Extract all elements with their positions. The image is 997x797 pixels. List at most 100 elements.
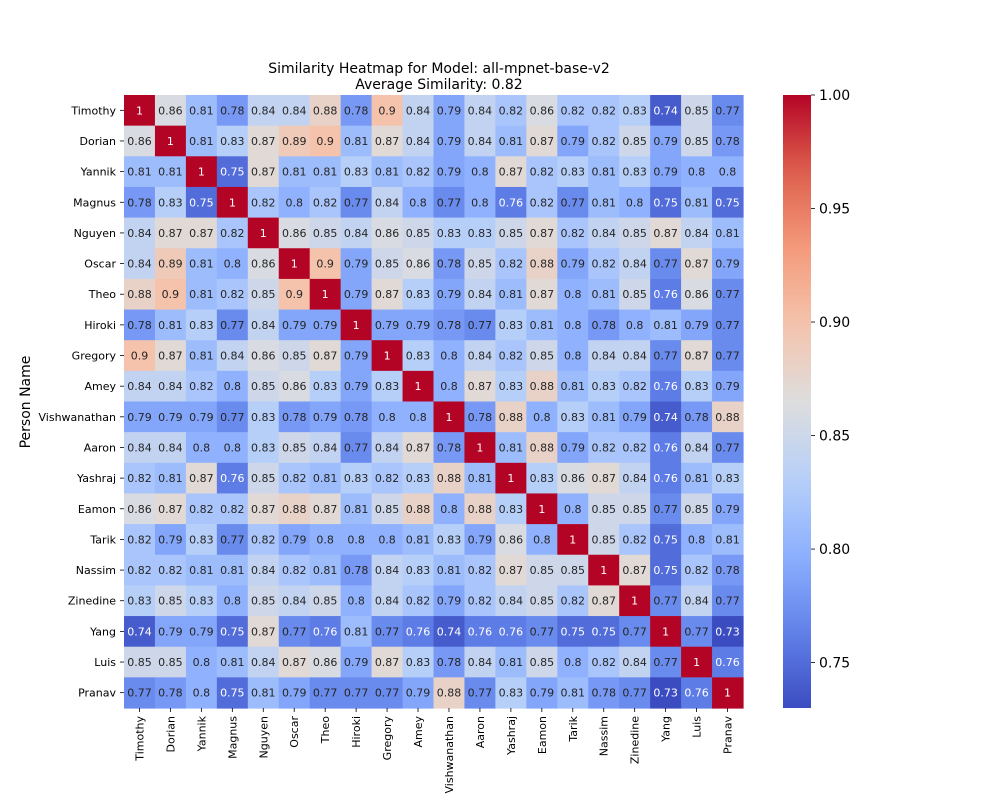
heatmap-cell <box>526 401 558 433</box>
heatmap-cell <box>216 125 249 157</box>
cell-value-label: 0.79 <box>715 380 740 393</box>
cell-value-label: 0.83 <box>158 196 183 209</box>
cell-value-label: 0.8 <box>719 166 737 179</box>
cell-value-label: 0.75 <box>653 564 678 577</box>
cell-value-label: 1 <box>693 656 700 669</box>
cell-value-label: 0.79 <box>406 319 431 332</box>
heatmap-cell <box>340 462 373 495</box>
heatmap-cell <box>433 646 466 678</box>
heatmap-cell <box>185 493 218 525</box>
heatmap-cell <box>495 370 527 403</box>
cell-value-label: 0.86 <box>282 227 307 240</box>
heatmap-cell <box>185 554 218 586</box>
heatmap-cell <box>433 370 466 403</box>
cell-value-label: 0.83 <box>251 411 276 424</box>
heatmap-cell <box>154 646 187 678</box>
heatmap-cell <box>619 462 651 495</box>
colorbar-tick-label: 0.95 <box>819 202 850 218</box>
cell-value-label: 0.79 <box>344 656 369 669</box>
heatmap-cell <box>526 677 558 709</box>
cell-value-label: 0.86 <box>127 135 152 148</box>
cell-value-label: 0.75 <box>189 196 214 209</box>
cell-value-label: 0.84 <box>158 380 183 393</box>
cell-value-label: 0.77 <box>220 411 245 424</box>
cell-value-label: 0.84 <box>468 656 493 669</box>
cell-value-label: 0.75 <box>220 625 245 638</box>
cell-value-label: 0.85 <box>406 227 431 240</box>
cell-value-label: 0.89 <box>158 258 183 271</box>
x-tick-label: Yannik <box>195 715 208 752</box>
cell-value-label: 0.87 <box>282 656 307 669</box>
heatmap-cell <box>124 493 156 525</box>
cell-value-label: 0.87 <box>684 350 709 363</box>
cell-value-label: 0.83 <box>406 656 431 669</box>
cell-value-label: 1 <box>260 227 267 240</box>
cell-value-label: 0.8 <box>285 196 303 209</box>
cell-value-label: 0.75 <box>561 625 586 638</box>
heatmap-cell <box>185 462 218 495</box>
heatmap-cell <box>650 309 682 341</box>
heatmap-cell <box>526 156 558 188</box>
y-tick-label: Timothy <box>70 104 116 117</box>
heatmap-cell <box>278 156 311 188</box>
cell-value-label: 0.84 <box>499 595 524 608</box>
heatmap-cell <box>464 186 496 219</box>
cell-value-label: 0.84 <box>622 258 647 271</box>
heatmap-cell <box>588 493 620 525</box>
cell-value-label: 0.73 <box>653 687 678 700</box>
cell-value-label: 0.79 <box>530 687 555 700</box>
heatmap-cell <box>495 95 527 127</box>
heatmap-cell <box>588 309 620 341</box>
cell-value-label: 0.8 <box>440 380 458 393</box>
cell-value-label: 0.84 <box>251 564 276 577</box>
cell-value-label: 0.77 <box>220 319 245 332</box>
y-tick-label: Zinedine <box>68 595 116 608</box>
x-tick-label: Tarik <box>567 715 580 742</box>
heatmap-cell <box>433 95 466 127</box>
cell-value-label: 0.8 <box>224 380 242 393</box>
cell-value-label: 0.85 <box>499 227 524 240</box>
cell-value-label: 0.85 <box>313 595 338 608</box>
cell-value-label: 0.84 <box>375 595 400 608</box>
heatmap-cell <box>712 646 744 678</box>
cell-value-label: 0.9 <box>162 288 180 301</box>
cell-value-label: 0.85 <box>684 503 709 516</box>
cell-value-label: 0.88 <box>530 441 555 454</box>
cell-value-label: 0.84 <box>313 441 338 454</box>
heatmap-cell <box>402 677 435 709</box>
y-axis-label: Person Name <box>18 356 34 449</box>
cell-value-label: 0.78 <box>591 319 616 332</box>
heatmap-cell <box>185 125 218 157</box>
heatmap-cell <box>371 309 404 341</box>
heatmap-cell <box>402 585 435 617</box>
heatmap-cell <box>495 554 527 586</box>
cell-value-label: 1 <box>229 196 236 209</box>
heatmap-cell <box>619 95 651 127</box>
cell-value-label: 0.77 <box>530 625 555 638</box>
cell-value-label: 0.79 <box>561 441 586 454</box>
heatmap-cell <box>371 278 404 311</box>
cell-value-label: 0.77 <box>437 196 462 209</box>
cell-value-label: 0.78 <box>344 104 369 117</box>
y-tick-label: Nassim <box>76 564 116 577</box>
heatmap-cell <box>247 186 280 219</box>
heatmap-cell <box>619 554 651 586</box>
cell-value-label: 0.79 <box>344 288 369 301</box>
cell-value-label: 0.83 <box>499 380 524 393</box>
cell-value-label: 0.79 <box>437 166 462 179</box>
cell-value-label: 0.83 <box>189 533 214 546</box>
heatmap-cell <box>340 585 373 617</box>
cell-value-label: 0.87 <box>251 503 276 516</box>
heatmap-cell <box>247 217 280 249</box>
cell-value-label: 0.8 <box>564 350 582 363</box>
heatmap-cell <box>619 585 651 617</box>
heatmap-cell <box>340 309 373 341</box>
cell-value-label: 0.81 <box>344 625 369 638</box>
cell-value-label: 0.84 <box>127 380 152 393</box>
cell-value-label: 0.8 <box>224 595 242 608</box>
heatmap-cell <box>619 401 651 433</box>
cell-value-label: 0.77 <box>653 595 678 608</box>
heatmap-cell <box>650 401 682 433</box>
cell-value-label: 0.78 <box>437 258 462 271</box>
cell-value-label: 0.86 <box>561 472 586 485</box>
